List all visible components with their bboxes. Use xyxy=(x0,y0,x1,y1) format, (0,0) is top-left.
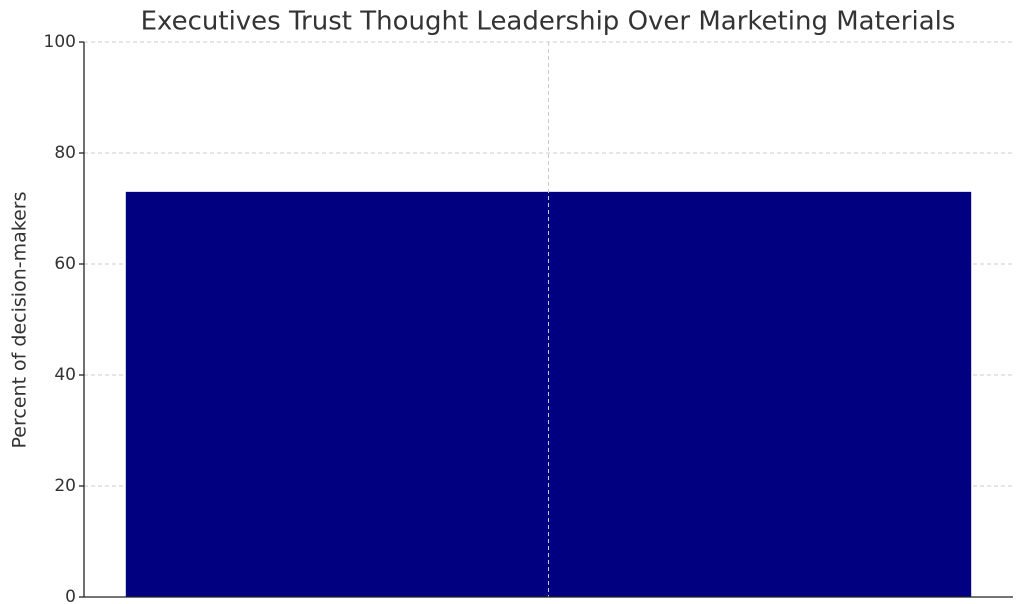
y-tick-label: 0 xyxy=(65,587,76,604)
y-tick-label: 80 xyxy=(54,143,76,163)
y-tick-label: 60 xyxy=(54,254,76,274)
chart-title: Executives Trust Thought Leadership Over… xyxy=(141,7,956,37)
y-tick-label: 100 xyxy=(44,32,76,52)
y-tick-label: 40 xyxy=(54,365,76,385)
y-tick-label: 20 xyxy=(54,476,76,496)
y-axis-label: Percent of decision-makers xyxy=(9,192,31,449)
